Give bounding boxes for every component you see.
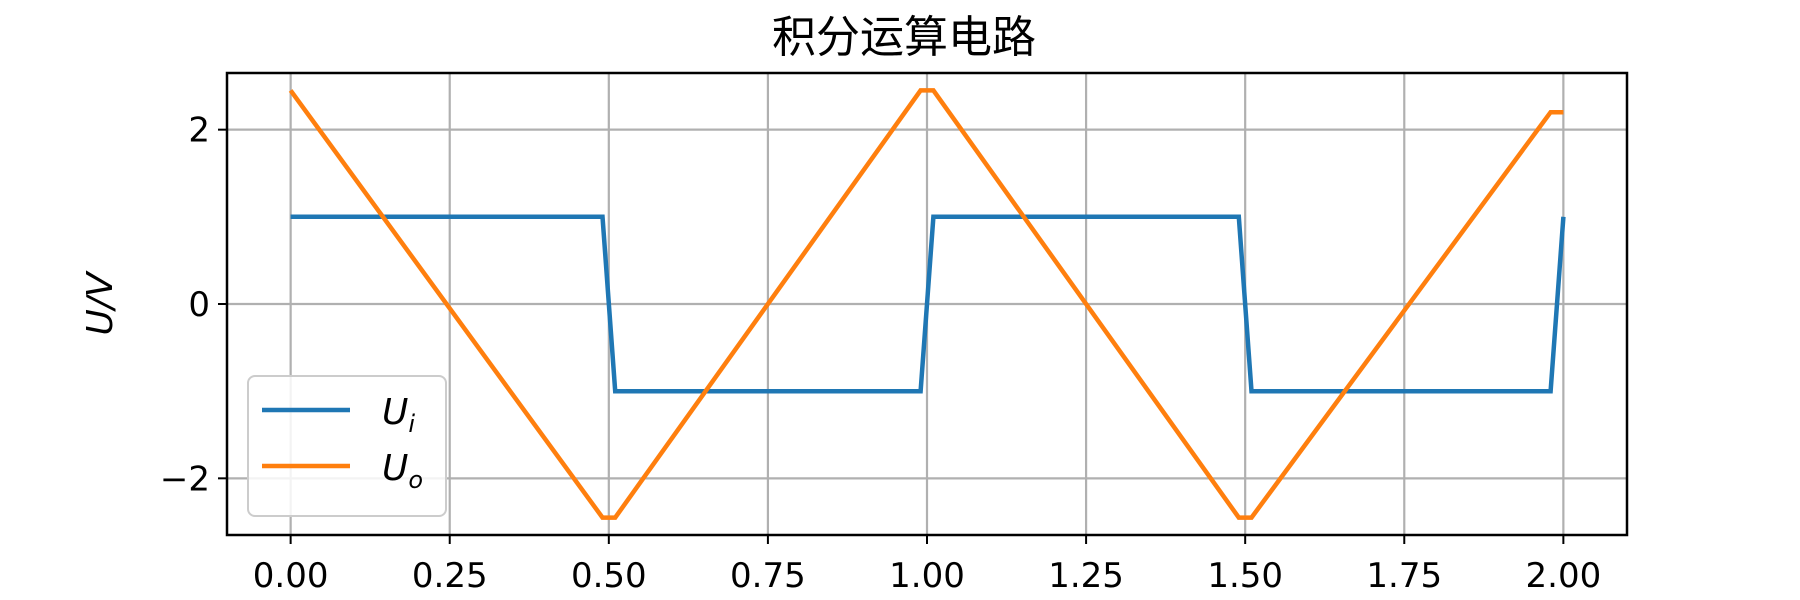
x-tick-label: 1.25 <box>1048 556 1124 596</box>
legend-box <box>247 375 447 517</box>
legend-label: Ui <box>382 392 415 438</box>
x-axis: 0.00 0.25 0.50 0.75 1.00 1.25 1.50 1.75 2.00 <box>253 535 1601 596</box>
legend-label-main: U <box>382 392 408 433</box>
y-tick-label: 0 <box>188 285 210 325</box>
x-tick-label: 0.00 <box>253 556 329 596</box>
series-lines <box>288 88 1566 520</box>
x-tick-label: 1.00 <box>889 556 965 596</box>
legend-label-main: U <box>382 448 408 489</box>
chart-title: 积分运算电路 <box>772 12 1036 63</box>
y-tick-label: −2 <box>160 459 210 499</box>
x-tick-label: 0.50 <box>571 556 647 596</box>
series-line-U-i <box>290 214 1566 394</box>
legend-label-subscript: i <box>408 410 415 438</box>
x-tick-label: 1.50 <box>1207 556 1283 596</box>
legend-label: Uo <box>382 448 423 494</box>
y-axis-label: U/V <box>80 270 121 335</box>
x-tick-label: 0.25 <box>412 556 488 596</box>
x-tick-label: 2.00 <box>1526 556 1602 596</box>
y-tick-label: 2 <box>188 111 210 151</box>
y-axis: −2 0 2 <box>160 111 227 499</box>
x-tick-label: 0.75 <box>730 556 806 596</box>
series-line-U-o <box>288 88 1564 520</box>
legend-label-subscript: o <box>408 466 423 494</box>
x-tick-label: 1.75 <box>1366 556 1442 596</box>
